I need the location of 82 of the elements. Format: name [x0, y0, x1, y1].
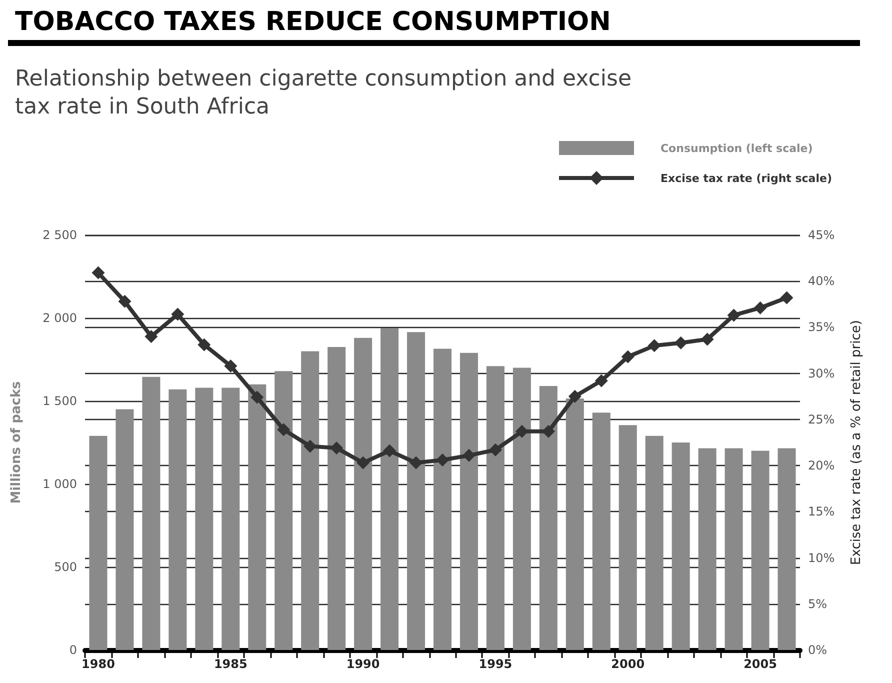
point — [304, 440, 317, 453]
point — [436, 454, 449, 467]
y-tick-label: 1 000 — [42, 477, 77, 491]
bar — [592, 412, 610, 650]
point — [568, 390, 582, 403]
y2-tick-label: 20% — [808, 458, 835, 473]
x-tick-label: 2005 — [744, 657, 777, 671]
bar — [222, 388, 240, 650]
bar — [248, 384, 266, 650]
bar — [433, 348, 452, 650]
point — [277, 423, 290, 436]
bar — [116, 409, 134, 650]
y-axis-title: Millions of packs — [9, 380, 24, 504]
y2-tick-label: 45% — [808, 228, 835, 242]
y-tick-label: 2 500 — [42, 228, 77, 242]
bar — [195, 388, 214, 650]
y2-tick-label: 15% — [808, 504, 835, 519]
y2-tick-label: 0% — [808, 643, 828, 657]
bar — [301, 351, 320, 650]
point — [462, 448, 476, 462]
bar — [698, 448, 716, 650]
y2-tick-label: 40% — [808, 274, 835, 288]
chart-title: TOBACCO TAXES REDUCE CONSUMPTION — [15, 7, 611, 37]
bar — [407, 332, 426, 650]
point — [727, 308, 740, 322]
bar — [168, 389, 187, 650]
point — [754, 301, 767, 314]
bar — [328, 347, 346, 650]
y-tick-label: 1 500 — [42, 394, 77, 408]
point — [92, 266, 105, 280]
x-tick-label: 1980 — [82, 657, 115, 671]
x-tick-label: 1990 — [346, 657, 380, 671]
x-tick-label: 2000 — [611, 657, 645, 671]
point — [330, 442, 344, 455]
bar — [486, 366, 504, 650]
x-tick-label: 1985 — [214, 657, 248, 671]
bar — [751, 450, 770, 650]
point — [488, 443, 502, 456]
point — [594, 374, 608, 388]
bar — [672, 442, 690, 650]
point — [224, 359, 238, 372]
point — [700, 332, 714, 346]
y2-tick-label: 30% — [808, 366, 835, 380]
point — [356, 456, 370, 470]
point — [674, 336, 688, 350]
point — [118, 294, 132, 308]
y2-tick-label: 5% — [808, 596, 828, 611]
point — [383, 444, 396, 458]
bar — [724, 448, 743, 650]
point — [621, 350, 634, 364]
bar — [460, 352, 478, 650]
y2-tick-label: 35% — [808, 320, 835, 334]
bar — [645, 436, 664, 650]
text: Excise tax rate (right scale) — [660, 172, 832, 184]
chart-subtitle: Relationship between cigarette consumption and excise tax rate in South Africa — [15, 66, 638, 120]
y2-tick-label: 10% — [808, 550, 835, 565]
bar — [512, 368, 531, 650]
bar — [566, 398, 584, 650]
y-tick-label: 2 000 — [42, 311, 77, 325]
point — [410, 456, 423, 470]
bar — [778, 448, 796, 650]
bar — [142, 376, 160, 650]
point — [780, 291, 794, 304]
point — [198, 338, 211, 352]
text: Consumption (left scale) — [660, 142, 813, 154]
bar — [354, 338, 372, 650]
y2-tick-label: 25% — [808, 412, 835, 426]
point — [171, 308, 184, 321]
point — [542, 424, 555, 438]
bar — [539, 386, 558, 650]
x-tick-label: 1995 — [478, 657, 512, 671]
y-tick-label: 0 — [69, 643, 77, 657]
y-tick-label: 500 — [54, 560, 77, 574]
point — [648, 339, 661, 352]
bar — [274, 371, 293, 650]
bar — [89, 436, 108, 650]
bar — [380, 328, 399, 650]
point — [250, 390, 264, 404]
bar — [618, 425, 637, 650]
y2-axis-title: Excise tax rate (as a % of retail price) — [849, 320, 864, 565]
point — [515, 424, 528, 438]
point — [144, 330, 158, 343]
